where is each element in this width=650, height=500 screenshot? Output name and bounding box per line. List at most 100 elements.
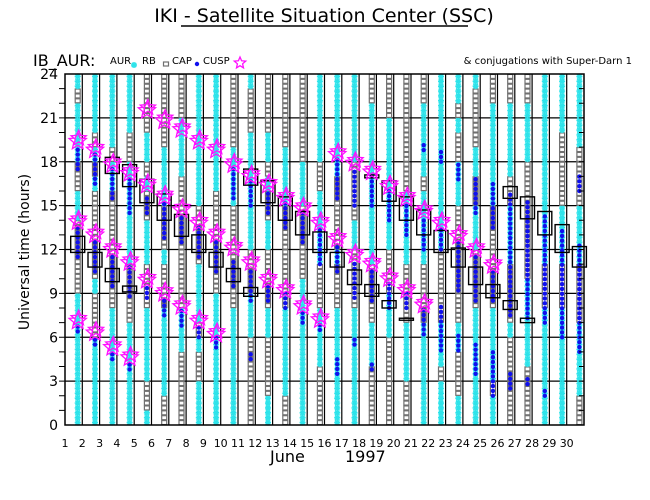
rb-mark (247, 341, 254, 348)
aur-mark (351, 102, 358, 109)
rb-mark (282, 137, 289, 143)
aur-mark (109, 88, 116, 95)
aur-stroke (161, 146, 167, 153)
aur-stroke (282, 166, 289, 172)
aur-stroke (109, 400, 116, 406)
cap-mark (92, 245, 98, 250)
cap-mark (92, 240, 98, 245)
aur-stroke (92, 419, 98, 426)
cap-mark (196, 244, 201, 250)
aur-stroke (74, 73, 81, 80)
rb-mark (316, 395, 323, 401)
aur-stroke (109, 385, 116, 392)
aur-stroke (213, 380, 219, 387)
conjugation-box (208, 251, 224, 268)
aur-stroke (213, 78, 219, 85)
aur-stroke (196, 346, 202, 353)
rb-mark (403, 405, 410, 411)
aur-stroke (282, 346, 289, 353)
aur-stroke (403, 249, 410, 255)
aur-mark (143, 346, 150, 353)
aur-mark (299, 278, 306, 285)
aur-stroke (126, 322, 133, 328)
aur-mark (143, 414, 150, 421)
aur-stroke (213, 312, 219, 319)
aur-stroke (247, 137, 254, 143)
aur-mark (126, 92, 133, 99)
aur-mark (92, 122, 98, 129)
rb-mark (282, 142, 289, 148)
cap-mark (162, 313, 167, 318)
rb-mark (351, 210, 358, 216)
day-column-8 (188, 73, 210, 426)
aur-mark (161, 248, 168, 255)
aur-stroke (299, 161, 306, 167)
aur-mark (334, 375, 341, 382)
aur-stroke (403, 239, 410, 245)
aur-stroke (317, 78, 323, 85)
cusp-mark (86, 137, 106, 155)
aur-stroke (299, 395, 306, 401)
aur-mark (351, 117, 358, 124)
cusp-mark (328, 141, 348, 160)
aur-stroke (403, 244, 410, 250)
aur-stroke (213, 390, 219, 397)
aur-stroke (196, 107, 202, 114)
aur-stroke (196, 78, 202, 85)
aur-stroke (282, 351, 289, 358)
rb-mark (178, 181, 185, 187)
aur-stroke (317, 156, 323, 163)
aur-stroke (230, 419, 237, 426)
cap-mark (335, 196, 340, 201)
rb-mark (247, 88, 254, 94)
aur-stroke (265, 239, 271, 245)
rb-mark (126, 132, 133, 138)
aur-stroke (126, 341, 133, 348)
cap-mark (231, 259, 236, 265)
rb-mark (161, 122, 168, 128)
aur-stroke (144, 414, 150, 421)
aur-mark (178, 331, 185, 338)
aur-mark (195, 380, 202, 387)
aur-stroke (213, 297, 219, 304)
aur-stroke (230, 380, 237, 387)
aur-stroke (403, 332, 410, 338)
aur-stroke (74, 112, 81, 119)
aur-mark (247, 131, 254, 138)
aur-mark (351, 409, 358, 416)
cap-mark (127, 294, 132, 299)
aur-stroke (299, 366, 306, 372)
cap-mark (317, 242, 323, 248)
aur-stroke (351, 375, 358, 382)
aur-stroke (386, 239, 392, 245)
aur-stroke (282, 371, 289, 377)
cap-mark (127, 201, 132, 206)
aur-stroke (282, 312, 289, 319)
rb-mark (247, 337, 254, 343)
aur-stroke (299, 166, 306, 172)
rb-mark (282, 239, 289, 245)
aur-stroke (265, 307, 271, 314)
aur-stroke (213, 171, 219, 177)
aur-stroke (230, 341, 237, 348)
cap-mark (352, 285, 357, 291)
aur-stroke (369, 239, 375, 245)
rb-mark (386, 366, 393, 372)
aur-mark (351, 78, 358, 85)
aur-stroke (178, 327, 185, 333)
rb-mark (386, 259, 393, 265)
conjugation-box (104, 267, 121, 283)
aur-stroke (369, 156, 375, 163)
aur-stroke (299, 278, 306, 284)
cusp-mark (86, 320, 106, 338)
aur-stroke (299, 351, 306, 358)
aur-stroke (369, 346, 375, 353)
aur-stroke (403, 375, 410, 382)
rb-mark (161, 142, 168, 148)
aur-mark (92, 83, 98, 90)
rb-mark (299, 249, 306, 255)
aur-stroke (317, 83, 323, 89)
rb-mark (247, 400, 254, 406)
aur-stroke (74, 385, 81, 392)
aur-stroke (351, 83, 358, 89)
